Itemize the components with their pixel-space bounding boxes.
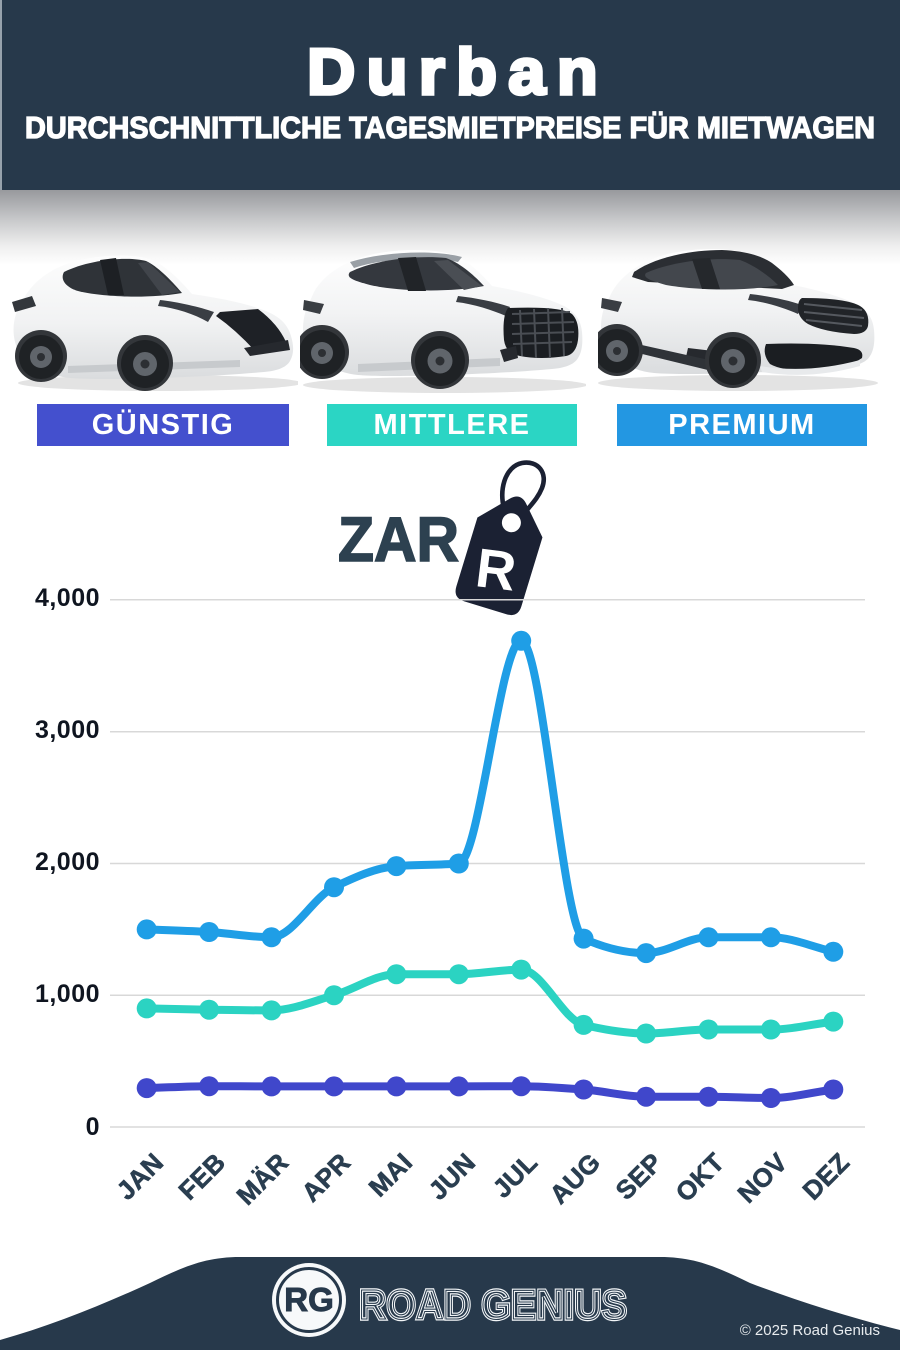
svg-text:Durban: Durban — [307, 35, 609, 108]
svg-text:ZAR: ZAR — [338, 505, 459, 575]
svg-text:ROAD GENIUS: ROAD GENIUS — [359, 1281, 627, 1328]
svg-text:R: R — [473, 536, 520, 602]
svg-text:ROAD GENIUS: ROAD GENIUS — [359, 1281, 627, 1328]
svg-text:DURCHSCHNITTLICHE TAGESMIETPRE: DURCHSCHNITTLICHE TAGESMIETPREISE FÜR MI… — [25, 110, 875, 145]
